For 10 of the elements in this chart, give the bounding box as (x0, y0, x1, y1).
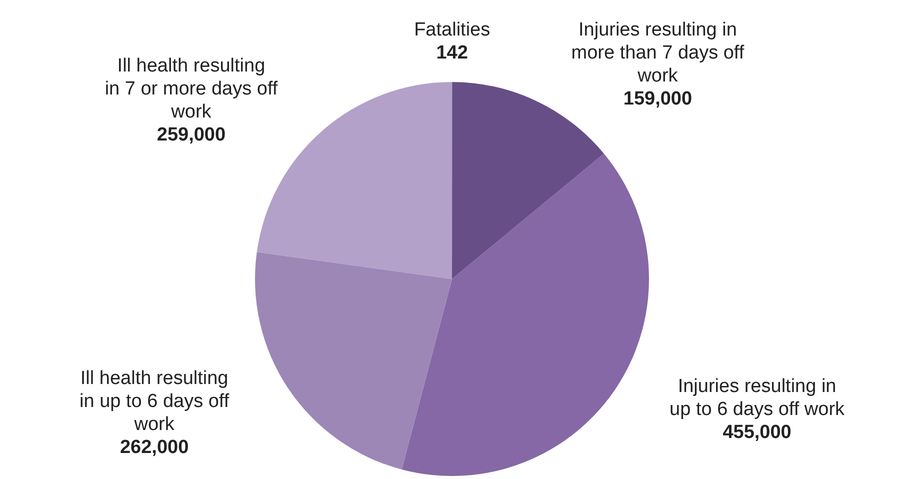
data-label: 142 (436, 42, 468, 64)
slice-label: Injuries resulting in more than 7 days off work (571, 19, 745, 86)
slice-label: Ill health resulting in up to 6 days off work (80, 368, 230, 436)
data-label: 262,000 (120, 437, 189, 458)
slice-label: Injuries resulting in up to 6 days off work (670, 376, 846, 420)
data-label: 159,000 (623, 88, 692, 110)
slice-label: Ill health resulting in 7 or more days off work (104, 55, 278, 122)
data-label: 259,000 (156, 124, 226, 146)
data-label: 455,000 (722, 422, 792, 443)
slice-label: Fatalities (414, 20, 490, 40)
